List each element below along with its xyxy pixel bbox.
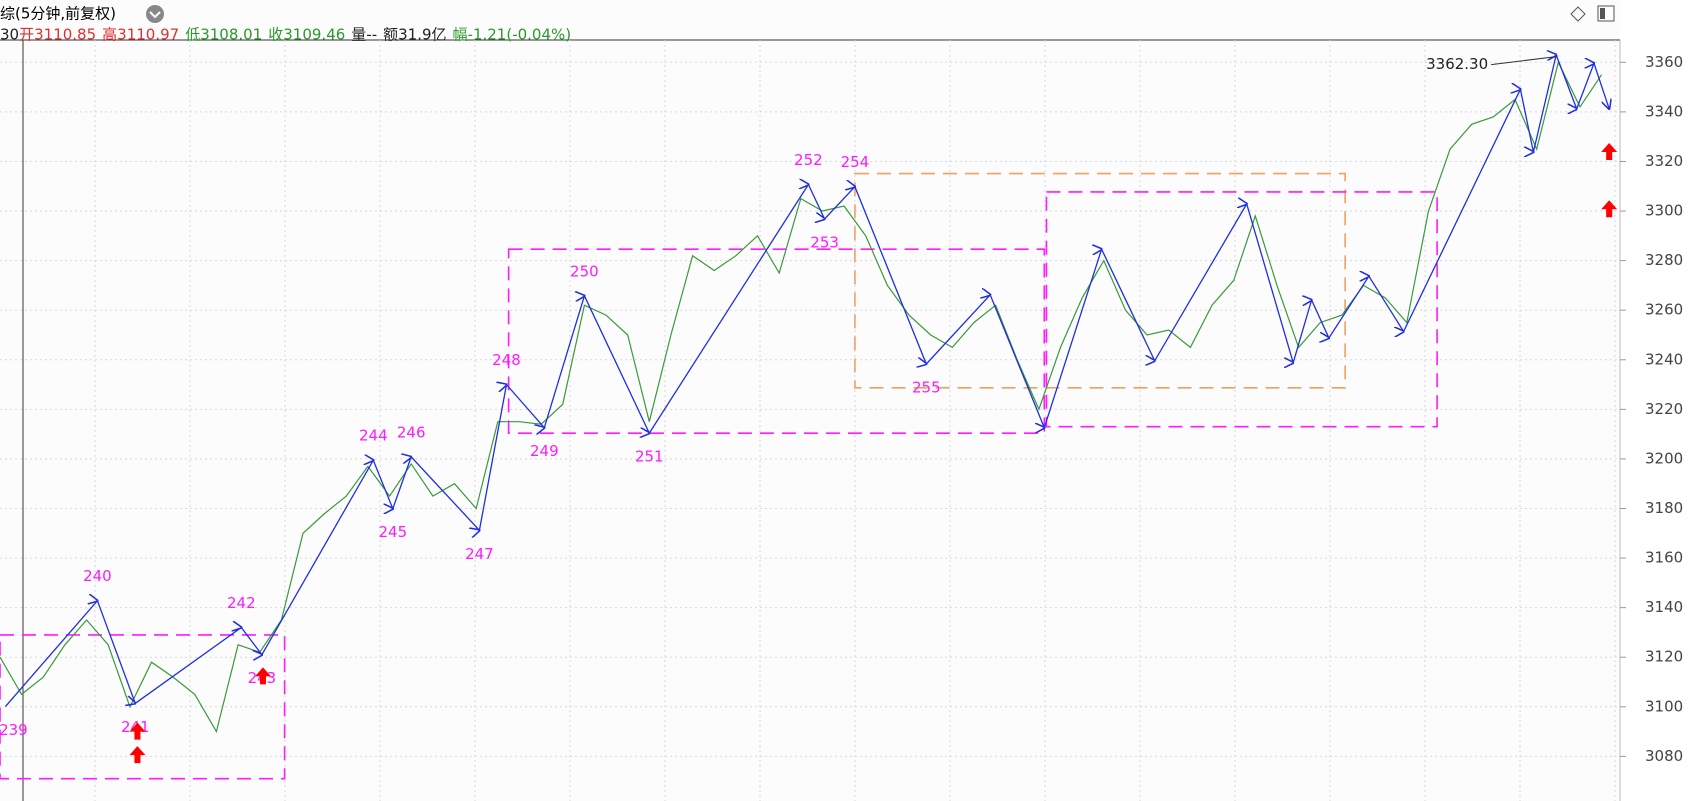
y-tick-label: 3200 <box>1645 449 1683 467</box>
pivot-label: 245 <box>379 523 408 541</box>
info-text: 收 <box>268 26 283 44</box>
plot-area <box>0 0 1620 801</box>
signal-arrow <box>129 746 146 764</box>
y-tick-label: 3220 <box>1645 400 1683 418</box>
y-tick-label: 3100 <box>1645 697 1683 715</box>
zigzag-line <box>4 55 1609 708</box>
info-text: 3109.46 <box>283 26 345 44</box>
info-line: 30 开 3110.85 高 3110.97 低 3108.01 收 3109.46 量-- 额31… <box>0 26 571 44</box>
pivot-label: 239 <box>0 721 28 739</box>
dropdown-chevron <box>149 11 161 19</box>
info-text: 30 <box>0 26 19 44</box>
info-text: 低 <box>185 26 200 44</box>
info-text: 额31.9亿 <box>383 26 446 44</box>
signal-arrow <box>1601 200 1618 218</box>
y-tick-label: 3160 <box>1645 549 1683 567</box>
pivot-label: 253 <box>810 233 839 251</box>
max-pointer <box>1491 56 1557 66</box>
y-tick-label: 3080 <box>1645 747 1683 765</box>
info-text: 高 <box>102 26 117 44</box>
pivot-label: 240 <box>83 567 112 585</box>
info-text: 幅 <box>453 26 468 44</box>
pivot-label: 250 <box>570 262 599 280</box>
info-text: 3110.85 <box>34 26 96 44</box>
y-tick-label: 3180 <box>1645 499 1683 517</box>
pivot-label: 249 <box>530 442 559 460</box>
signal-arrow <box>254 667 271 685</box>
info-text: 3108.01 <box>200 26 262 44</box>
pivot-label: 252 <box>794 151 823 169</box>
y-tick-label: 3240 <box>1645 350 1683 368</box>
y-tick-label: 3300 <box>1645 202 1683 220</box>
info-text: 开 <box>19 26 34 44</box>
y-tick-label: 3320 <box>1645 152 1683 170</box>
y-tick-label: 3340 <box>1645 102 1683 120</box>
y-tick-label: 3360 <box>1645 53 1683 71</box>
pivot-label: 254 <box>841 153 870 171</box>
pivot-label: 244 <box>359 427 388 445</box>
panel-icon[interactable] <box>1597 5 1615 22</box>
pivot-label: 251 <box>635 448 664 466</box>
diamond-icon[interactable] <box>1570 6 1586 22</box>
y-tick-label: 3260 <box>1645 301 1683 319</box>
y-tick-label: 3120 <box>1645 648 1683 666</box>
pivot-label: 246 <box>397 423 426 441</box>
y-tick-label: 3280 <box>1645 251 1683 269</box>
info-text: 3110.97 <box>117 26 179 44</box>
signal-arrow <box>1601 143 1618 161</box>
pivot-label: 247 <box>465 545 494 563</box>
panel-icon-fill <box>1600 8 1605 19</box>
signal-arrow <box>129 722 146 740</box>
pivot-label: 255 <box>912 378 941 396</box>
info-text: 量-- <box>351 26 377 44</box>
y-tick-label: 3140 <box>1645 598 1683 616</box>
pivot-label: 242 <box>227 594 256 612</box>
dropdown-icon[interactable] <box>146 5 164 23</box>
chart-title: 综(5分钟,前复权) <box>0 5 116 23</box>
max-label: 3362.30 <box>1426 55 1488 73</box>
info-text: -1.21(-0.04%) <box>468 26 572 44</box>
pivot-label: 248 <box>492 351 521 369</box>
